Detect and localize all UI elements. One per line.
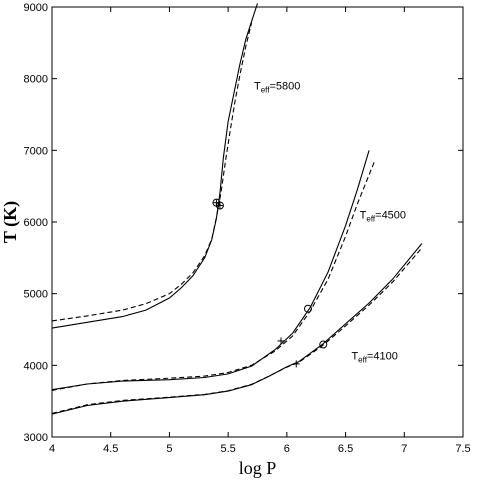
x-tick-label: 5 xyxy=(166,443,172,455)
series-line-solid xyxy=(51,243,423,415)
y-tick-label: 8000 xyxy=(24,74,48,86)
y-axis: 3000 4000 5000 6000 7000 8000 9000 xyxy=(24,2,463,444)
y-tick-label: 5000 xyxy=(24,289,48,301)
x-tick-label: 7 xyxy=(401,443,407,455)
marker-circle xyxy=(303,304,312,313)
series-annotation: Teff=4500 xyxy=(360,209,406,223)
x-tick-label: 6.5 xyxy=(338,443,353,455)
x-tick-label: 7.5 xyxy=(455,443,470,455)
x-axis: 4 4.5 5 5.5 6 6.5 7 7.5 xyxy=(49,7,471,455)
y-axis-label: T (K) xyxy=(0,201,21,243)
marker-circle-cross xyxy=(215,201,224,210)
y-tick-label: 7000 xyxy=(24,145,48,157)
y-tick-label: 3000 xyxy=(24,432,48,444)
x-tick-label: 4.5 xyxy=(103,443,118,455)
marker-plus xyxy=(292,360,300,368)
x-tick-label: 6 xyxy=(284,443,290,455)
marker-circle xyxy=(319,340,328,349)
y-tick-label: 6000 xyxy=(24,217,48,229)
series-line-dashed xyxy=(51,22,253,322)
marker-plus xyxy=(277,337,285,345)
x-tick-label: 4 xyxy=(49,443,55,455)
x-axis-label: log P xyxy=(239,458,277,478)
series-line-dashed xyxy=(51,247,423,414)
y-tick-label: 9000 xyxy=(24,2,48,14)
plot-area: Teff=5800 Teff=4500 Teff=4100 xyxy=(51,3,464,438)
plot-frame xyxy=(51,6,464,438)
y-tick-label: 4000 xyxy=(24,360,48,372)
x-tick-label: 5.5 xyxy=(220,443,235,455)
series-annotation: Teff=4100 xyxy=(351,351,397,365)
series-annotation: Teff=5800 xyxy=(254,80,300,94)
series-line-solid xyxy=(51,150,370,391)
series-line-solid xyxy=(51,3,259,329)
